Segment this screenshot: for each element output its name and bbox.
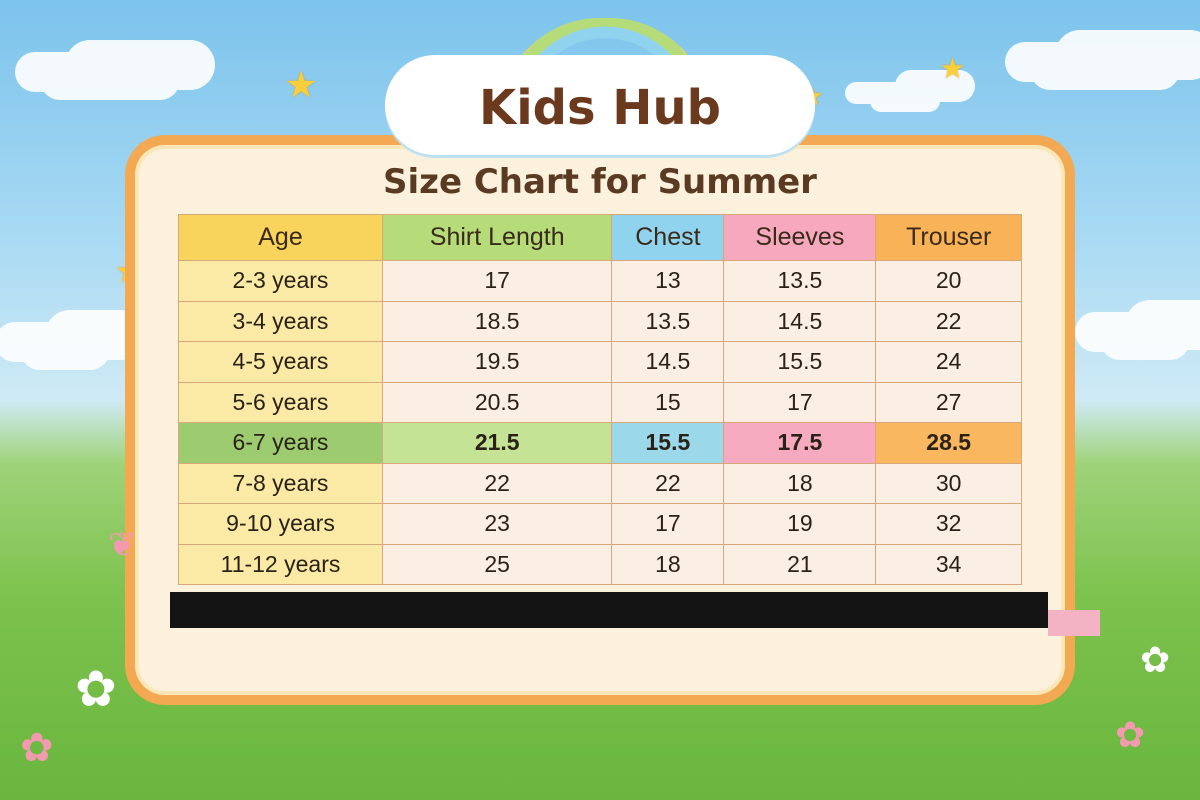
logo-cloud bbox=[385, 55, 815, 155]
flower-icon: ✿ bbox=[75, 660, 117, 718]
cell-chest: 15 bbox=[611, 381, 725, 423]
cell-chest: 15.5 bbox=[611, 422, 725, 464]
cell-chest: 13.5 bbox=[611, 300, 725, 342]
flower-icon: ✿ bbox=[1115, 715, 1146, 756]
cell-sleeves: 17.5 bbox=[723, 422, 877, 464]
cell-chest: 13 bbox=[611, 260, 725, 302]
cell-sleeves: 15.5 bbox=[723, 341, 877, 383]
cell-trouser: 34 bbox=[875, 543, 1022, 585]
cell-trouser: 28.5 bbox=[875, 422, 1022, 464]
cell-age: 4-5 years bbox=[178, 341, 383, 383]
cloud bbox=[870, 90, 940, 112]
butterfly-icon: ❦ bbox=[108, 525, 137, 565]
cell-age: 11-12 years bbox=[178, 543, 383, 585]
cloud bbox=[20, 330, 110, 370]
cell-age: 3-4 years bbox=[178, 300, 383, 342]
cell-shirt-length: 20.5 bbox=[381, 381, 613, 423]
table-header-row: Age Shirt Length Chest Sleeves Trouser bbox=[178, 214, 1022, 261]
cloud bbox=[1100, 320, 1190, 360]
table-row: 11-12 years 25 18 21 34 bbox=[178, 543, 1022, 585]
cell-trouser: 22 bbox=[875, 300, 1022, 342]
flower-icon: ✿ bbox=[1140, 640, 1171, 681]
table-row: 9-10 years 23 17 19 32 bbox=[178, 503, 1022, 545]
cell-age: 2-3 years bbox=[178, 260, 383, 302]
cell-trouser: 27 bbox=[875, 381, 1022, 423]
page-title: Size Chart for Summer bbox=[383, 162, 817, 202]
cell-trouser: 20 bbox=[875, 260, 1022, 302]
cell-age: 5-6 years bbox=[178, 381, 383, 423]
star-icon: ★ bbox=[940, 52, 966, 85]
cell-chest: 17 bbox=[611, 503, 725, 545]
table-row: 3-4 years 18.5 13.5 14.5 22 bbox=[178, 300, 1022, 342]
cell-sleeves: 19 bbox=[723, 503, 877, 545]
header-trouser: Trouser bbox=[875, 214, 1022, 261]
cloud bbox=[1030, 50, 1180, 90]
star-icon: ★ bbox=[285, 65, 318, 106]
cell-chest: 22 bbox=[611, 462, 725, 504]
cell-trouser: 32 bbox=[875, 503, 1022, 545]
cell-age: 9-10 years bbox=[178, 503, 383, 545]
cell-shirt-length: 23 bbox=[381, 503, 613, 545]
header-shirt-length: Shirt Length bbox=[381, 214, 613, 261]
redaction-bar bbox=[170, 592, 1048, 628]
cell-age: 7-8 years bbox=[178, 462, 383, 504]
cloud bbox=[40, 60, 180, 100]
header-chest: Chest bbox=[611, 214, 725, 261]
cell-sleeves: 14.5 bbox=[723, 300, 877, 342]
cell-chest: 18 bbox=[611, 543, 725, 585]
cell-sleeves: 18 bbox=[723, 462, 877, 504]
flower-icon: ✿ bbox=[20, 725, 54, 771]
table-row: 5-6 years 20.5 15 17 27 bbox=[178, 381, 1022, 423]
table-row: 7-8 years 22 22 18 30 bbox=[178, 462, 1022, 504]
cell-shirt-length: 25 bbox=[381, 543, 613, 585]
size-table: Age Shirt Length Chest Sleeves Trouser 2… bbox=[178, 214, 1022, 585]
cell-shirt-length: 17 bbox=[381, 260, 613, 302]
cell-shirt-length: 21.5 bbox=[381, 422, 613, 464]
cell-shirt-length: 22 bbox=[381, 462, 613, 504]
cell-shirt-length: 18.5 bbox=[381, 300, 613, 342]
cell-chest: 14.5 bbox=[611, 341, 725, 383]
table-row: 2-3 years 17 13 13.5 20 bbox=[178, 260, 1022, 302]
cell-shirt-length: 19.5 bbox=[381, 341, 613, 383]
header-sleeves: Sleeves bbox=[723, 214, 877, 261]
cell-age: 6-7 years bbox=[178, 422, 383, 464]
table-row: 6-7 years 21.5 15.5 17.5 28.5 bbox=[178, 422, 1022, 464]
cell-sleeves: 21 bbox=[723, 543, 877, 585]
cell-trouser: 24 bbox=[875, 341, 1022, 383]
brand-logo: Kids Hub bbox=[479, 80, 721, 136]
header-age: Age bbox=[178, 214, 383, 261]
cell-trouser: 30 bbox=[875, 462, 1022, 504]
cell-sleeves: 13.5 bbox=[723, 260, 877, 302]
redaction-patch bbox=[1048, 610, 1100, 636]
table-row: 4-5 years 19.5 14.5 15.5 24 bbox=[178, 341, 1022, 383]
cell-sleeves: 17 bbox=[723, 381, 877, 423]
